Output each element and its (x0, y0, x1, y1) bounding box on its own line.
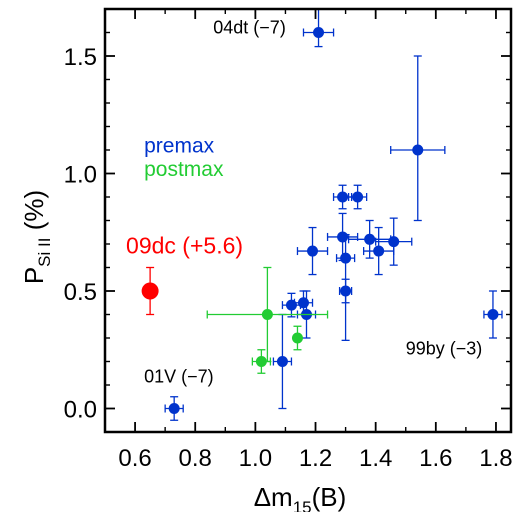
series-premax (164, 8, 503, 421)
tick-labels: 0.6 0.8 1.0 1.2 1.4 1.6 1.8 0.0 0.5 1.0 1.5 (64, 44, 513, 472)
point-annotation: 01V (−7) (144, 367, 214, 387)
point-annotation: 99by (−3) (406, 338, 483, 358)
data-point (412, 144, 424, 156)
y-tick-label: 0.5 (64, 279, 97, 306)
x-axis-label: Δm15(B) (254, 482, 347, 512)
data-point (337, 231, 349, 243)
x-tick-label: 1.8 (479, 445, 512, 472)
data-point (255, 356, 267, 367)
data-marks (141, 8, 503, 421)
legend-entry: premax (144, 134, 215, 157)
data-point (276, 356, 288, 367)
data-point (364, 233, 376, 245)
series-09dc (141, 266, 159, 316)
data-point (297, 297, 309, 309)
data-point (291, 332, 303, 344)
data-point (307, 245, 319, 257)
x-tick-label: 0.8 (179, 445, 212, 472)
x-tick-label: 1.6 (419, 445, 452, 472)
x-tick-label: 0.6 (118, 445, 151, 472)
data-point (141, 282, 159, 300)
x-tick-label: 1.0 (239, 445, 272, 472)
data-point (168, 403, 180, 414)
y-tick-label: 1.5 (64, 44, 97, 71)
data-point (487, 309, 499, 320)
y-axis-label: PSi II (%) (19, 190, 54, 284)
data-point (337, 191, 349, 203)
data-point (340, 285, 352, 297)
data-point (388, 236, 400, 248)
x-tick-label: 1.4 (359, 445, 392, 472)
x-tick-label: 1.2 (299, 445, 332, 472)
annotations: 04dt (−7) 09dc (+5.6) 01V (−7) 99by (−3) (126, 18, 482, 387)
data-point (373, 245, 385, 257)
series-postmax (206, 266, 329, 374)
point-annotation: 09dc (+5.6) (126, 232, 243, 258)
data-point (313, 27, 325, 38)
data-point (285, 299, 297, 311)
y-tick-label: 0.0 (64, 397, 97, 424)
point-annotation: 04dt (−7) (213, 18, 286, 38)
legend-entry: postmax (144, 158, 224, 181)
axis-ticks (104, 8, 511, 432)
data-point (261, 309, 273, 320)
y-tick-label: 1.0 (64, 162, 97, 189)
data-point (352, 191, 364, 203)
data-point (340, 252, 352, 264)
